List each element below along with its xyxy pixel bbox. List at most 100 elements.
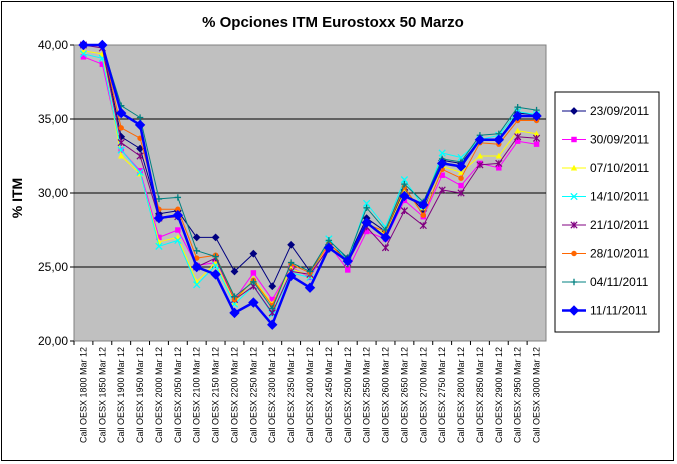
y-axis-ticks: 20,00 25,00 30,00 35,00 40,00 — [38, 38, 74, 348]
x-tick-label: Call OESX 2750 Mar 12 — [437, 347, 447, 443]
data-point — [175, 227, 181, 233]
x-tick-label: Call OESX 2600 Mar 12 — [381, 347, 391, 443]
data-point — [80, 54, 87, 60]
data-point — [533, 141, 540, 147]
data-point — [363, 204, 370, 211]
data-point — [248, 297, 259, 308]
legend-label: 21/10/2011 — [590, 218, 649, 232]
data-point — [79, 50, 88, 58]
data-point — [229, 307, 240, 319]
x-tick-label: Call OESX 2200 Mar 12 — [229, 347, 239, 443]
legend-marker — [570, 192, 578, 201]
x-tick-label: Call OESX 2650 Mar 12 — [399, 347, 409, 443]
x-axis-ticks: Call OESX 1800 Mar 12 Call OESX 1850 Mar … — [73, 341, 542, 443]
x-tick-label: Call OESX 2300 Mar 12 — [267, 347, 277, 443]
data-point — [118, 152, 125, 159]
data-point — [361, 217, 372, 228]
x-tick-label: Call OESX 2050 Mar 12 — [173, 347, 183, 443]
data-point — [78, 39, 89, 51]
data-point — [285, 270, 297, 282]
data-point — [362, 199, 371, 208]
legend-marker — [570, 164, 578, 171]
y-axis-label: % ITM — [9, 178, 25, 218]
x-tick-label: Call OESX 2400 Mar 12 — [305, 347, 315, 443]
data-point — [325, 237, 333, 244]
legend-box — [554, 91, 660, 333]
data-point — [136, 168, 144, 176]
data-point — [458, 175, 464, 181]
data-point — [193, 247, 200, 254]
data-point — [192, 233, 201, 242]
data-point — [269, 305, 276, 312]
x-tick-label: Call OESX 1950 Mar 12 — [135, 347, 145, 443]
data-point — [493, 134, 505, 145]
data-point — [399, 190, 410, 202]
data-point — [249, 249, 258, 258]
data-point — [210, 269, 221, 280]
data-point — [514, 127, 521, 134]
data-point — [532, 134, 541, 142]
data-point — [457, 169, 465, 175]
x-tick-label: Call OESX 2450 Mar 12 — [324, 347, 334, 443]
x-tick-label: Call OESX 2700 Mar 12 — [418, 347, 428, 443]
data-point — [380, 232, 391, 243]
y-tick-label: 40,00 — [38, 38, 68, 52]
data-point — [438, 186, 446, 194]
x-tick-label: Call OESX 2350 Mar 12 — [286, 347, 296, 443]
data-point — [153, 212, 165, 224]
y-tick-label: 25,00 — [38, 260, 68, 274]
y-tick-label: 30,00 — [38, 186, 68, 200]
data-point — [268, 282, 277, 291]
data-point — [115, 107, 127, 119]
x-tick-label: Call OESX 2250 Mar 12 — [248, 347, 258, 443]
data-point — [155, 195, 163, 203]
data-point — [323, 242, 335, 253]
data-point — [514, 103, 521, 111]
legend-label: 28/10/2011 — [590, 247, 649, 261]
data-point — [287, 259, 295, 266]
data-point — [174, 236, 182, 245]
legend: 23/09/2011 30/09/2011 07/10/2011 14/10/2011… — [554, 91, 660, 333]
x-tick-label: Call OESX 2950 Mar 12 — [513, 347, 523, 443]
data-point — [438, 149, 446, 157]
legend-label: 07/10/2011 — [590, 161, 649, 175]
x-tick-label: Call OESX 2100 Mar 12 — [192, 347, 202, 443]
legend-label: 14/10/2011 — [590, 190, 649, 204]
data-point — [306, 268, 314, 275]
x-tick-label: Call OESX 2850 Mar 12 — [475, 347, 485, 443]
legend-marker — [568, 305, 580, 316]
data-point — [97, 39, 108, 51]
x-tick-label: Call OESX 2000 Mar 12 — [154, 347, 164, 443]
x-tick-label: Call OESX 1900 Mar 12 — [116, 347, 126, 443]
x-tick-label: Call OESX 2500 Mar 12 — [343, 347, 353, 443]
data-point — [250, 278, 257, 285]
legend-marker — [570, 107, 578, 115]
series-11-11-2011 — [78, 39, 542, 330]
data-point — [455, 161, 467, 172]
data-point — [155, 238, 163, 245]
data-point — [533, 130, 540, 137]
data-point — [476, 161, 484, 169]
data-point — [495, 152, 502, 159]
data-point — [439, 172, 445, 178]
legend-marker — [571, 136, 577, 143]
data-point — [250, 270, 257, 276]
data-point — [155, 242, 163, 250]
data-point — [474, 134, 486, 145]
data-point — [172, 209, 184, 221]
data-point — [134, 119, 146, 131]
data-point — [420, 212, 426, 218]
x-tick-label: Call OESX 3000 Mar 12 — [532, 347, 542, 443]
data-point — [496, 165, 502, 171]
data-point — [495, 159, 503, 168]
data-point — [99, 61, 106, 67]
data-point — [287, 240, 296, 249]
data-point — [531, 110, 542, 122]
data-point — [514, 133, 522, 141]
data-point — [194, 255, 200, 261]
legend-label: 23/09/2011 — [590, 104, 649, 118]
data-point — [174, 194, 182, 201]
legend-label: 04/11/2011 — [590, 275, 649, 289]
